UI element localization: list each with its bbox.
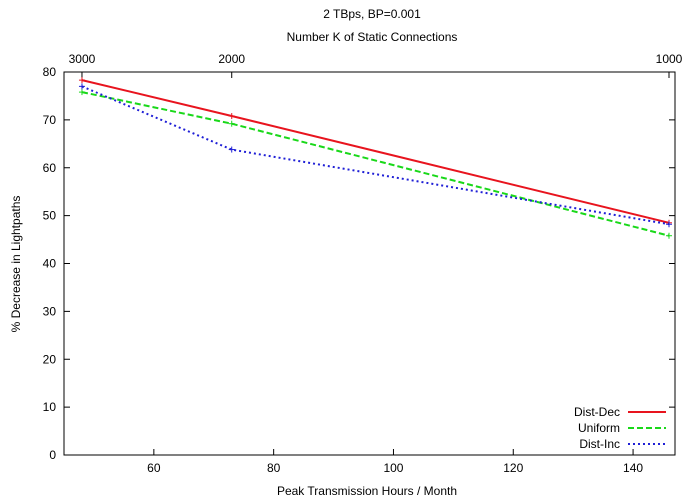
- y-axis-title: % Decrease in Lightpaths: [9, 196, 23, 333]
- y-tick-label: 50: [43, 209, 57, 223]
- axis-ticks: 0 10 20 30 40 50 60 70 80 60 80 100 120 140 3000 2000 10…: [43, 52, 683, 475]
- data-point: [666, 221, 673, 228]
- x-tick-label: 80: [267, 461, 281, 475]
- chart-title: 2 TBps, BP=0.001: [323, 7, 421, 21]
- data-point: [78, 83, 85, 90]
- y-tick-label: 0: [49, 448, 56, 462]
- y-tick-label: 60: [43, 161, 57, 175]
- y-tick-label: 40: [43, 257, 57, 271]
- y-tick-label: 10: [43, 400, 57, 414]
- legend-label: Uniform: [578, 421, 620, 435]
- series-lines: [78, 77, 673, 239]
- top-tick-label: 1000: [656, 52, 683, 66]
- top-tick-label: 2000: [218, 52, 245, 66]
- y-tick-label: 70: [43, 113, 57, 127]
- data-point: [78, 89, 85, 96]
- x-tick-label: 60: [147, 461, 161, 475]
- data-point: [228, 146, 235, 153]
- top-tick-label: 3000: [69, 52, 96, 66]
- legend: Dist-Dec Uniform Dist-Inc: [574, 405, 666, 451]
- series-line-dist-dec: [81, 79, 670, 224]
- data-point: [666, 232, 673, 239]
- legend-label: Dist-Inc: [579, 437, 620, 451]
- top-axis-title: Number K of Static Connections: [287, 30, 458, 44]
- x-axis-title: Peak Transmission Hours / Month: [277, 484, 457, 498]
- data-point: [228, 120, 235, 127]
- y-tick-label: 30: [43, 304, 57, 318]
- legend-label: Dist-Dec: [574, 405, 620, 419]
- x-tick-label: 120: [503, 461, 523, 475]
- plot-frame: [63, 71, 676, 456]
- data-point: [228, 113, 235, 120]
- series-line-dist-inc: [81, 85, 670, 226]
- y-tick-label: 20: [43, 352, 57, 366]
- data-point: [78, 77, 85, 84]
- x-tick-label: 140: [623, 461, 643, 475]
- y-tick-label: 80: [43, 65, 57, 79]
- series-line-uniform: [81, 91, 670, 237]
- x-tick-label: 100: [383, 461, 403, 475]
